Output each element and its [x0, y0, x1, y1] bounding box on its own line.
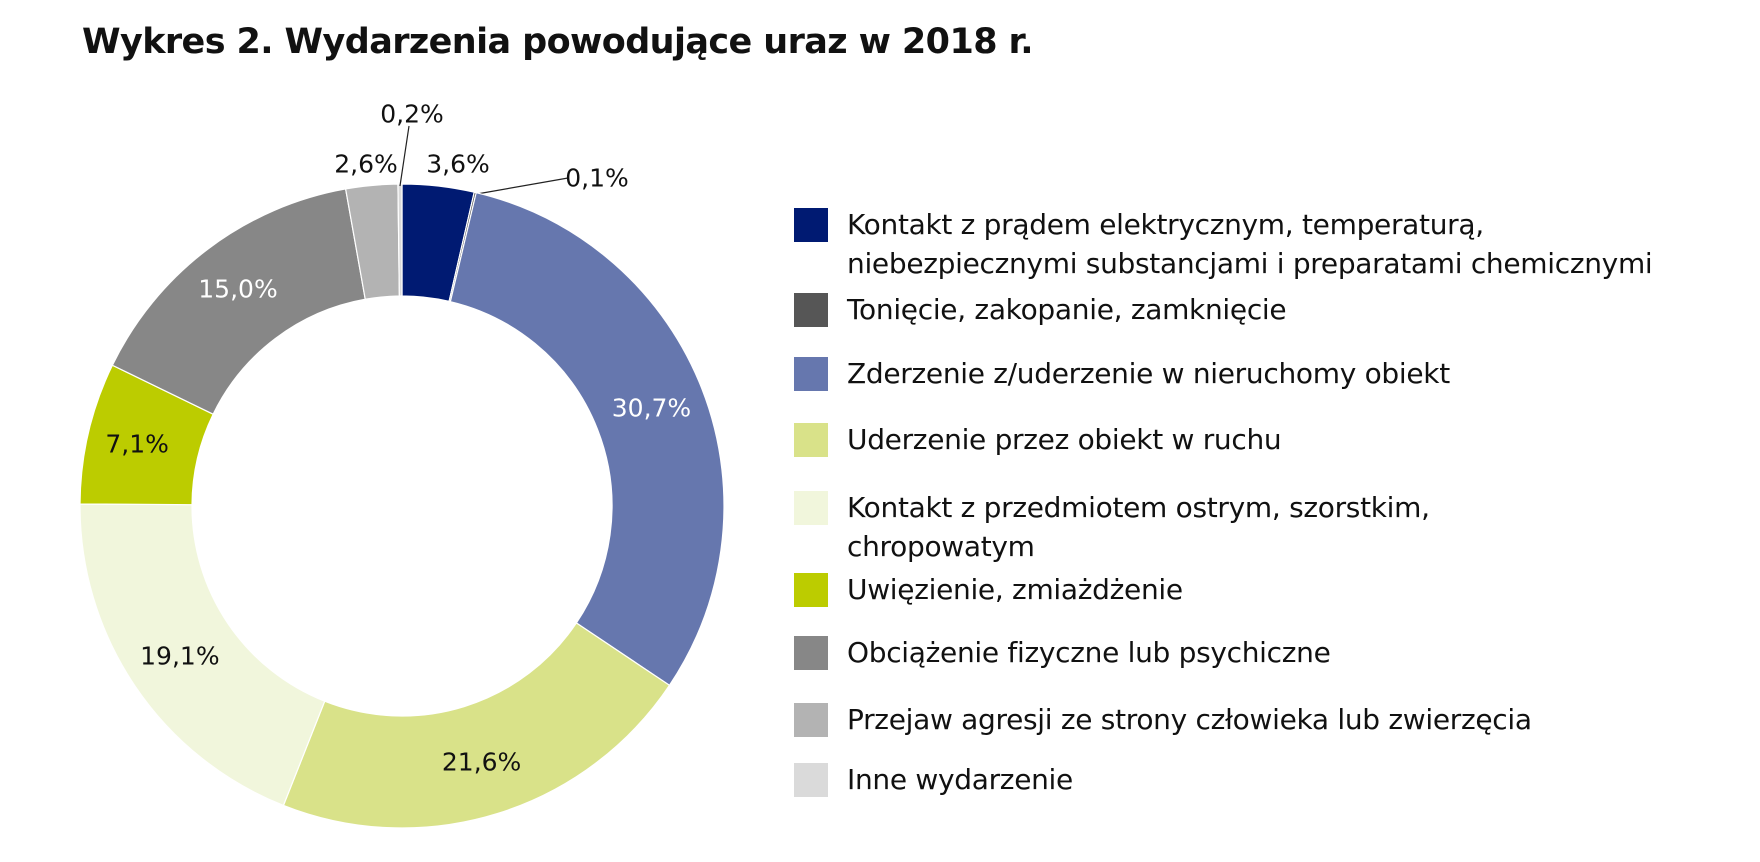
legend-label: Kontakt z przedmiotem ostrym, szorstkim,…	[847, 491, 1430, 563]
legend-swatch	[794, 208, 828, 242]
legend: Kontakt z prądem elektrycznym, temperatu…	[794, 0, 1744, 862]
legend-item-2: Tonięcie, zakopanie, zamknięcie	[794, 292, 1287, 329]
legend-item-8: Przejaw agresji ze strony człowieka lub …	[794, 702, 1532, 739]
legend-item-3: Zderzenie z/uderzenie w nieruchomy obiek…	[794, 356, 1450, 393]
chart-title: Wykres 2. Wydarzenia powodujące uraz w 2…	[82, 22, 1034, 62]
donut-chart: 3,6% 0,1% 30,7% 21,6% 19,1% 7,1% 15,0% 2,6% 0,2%	[79, 100, 725, 829]
donut-slice-5	[79, 503, 326, 807]
legend-label: Uderzenie przez obiekt w ruchu	[847, 423, 1282, 456]
slice-label-6: 7,1%	[105, 430, 169, 459]
legend-swatch	[794, 357, 828, 391]
slice-label-9: 0,2%	[380, 100, 444, 129]
leader-line-2	[474, 177, 569, 195]
legend-label: Przejaw agresji ze strony człowieka lub …	[847, 703, 1532, 736]
slice-label-7: 15,0%	[198, 274, 277, 303]
legend-swatch	[794, 703, 828, 737]
legend-item-6: Uwięzienie, zmiażdżenie	[794, 572, 1183, 609]
legend-item-5: Kontakt z przedmiotem ostrym, szorstkim,…	[794, 490, 1430, 566]
slice-label-3: 30,7%	[612, 394, 691, 423]
legend-label: Tonięcie, zakopanie, zamknięcie	[847, 293, 1287, 326]
slice-label-2: 0,1%	[565, 164, 629, 193]
slice-label-5: 19,1%	[140, 641, 219, 670]
legend-item-4: Uderzenie przez obiekt w ruchu	[794, 422, 1282, 459]
legend-swatch	[794, 763, 828, 797]
slice-label-4: 21,6%	[442, 747, 521, 776]
legend-swatch	[794, 423, 828, 457]
legend-label: Uwięzienie, zmiażdżenie	[847, 573, 1183, 606]
legend-item-1: Kontakt z prądem elektrycznym, temperatu…	[794, 207, 1653, 283]
legend-swatch	[794, 293, 828, 327]
legend-item-7: Obciążenie fizyczne lub psychiczne	[794, 635, 1331, 672]
slice-label-1: 3,6%	[426, 150, 490, 179]
legend-label: Obciążenie fizyczne lub psychiczne	[847, 636, 1331, 669]
legend-label: Kontakt z prądem elektrycznym, temperatu…	[847, 208, 1653, 280]
legend-swatch	[794, 491, 828, 525]
donut-slice-3	[449, 191, 725, 687]
legend-swatch	[794, 573, 828, 607]
leader-line-9	[399, 125, 410, 187]
slice-label-8: 2,6%	[334, 150, 398, 179]
legend-item-9: Inne wydarzenie	[794, 762, 1073, 799]
legend-swatch	[794, 636, 828, 670]
legend-label: Inne wydarzenie	[847, 763, 1073, 796]
donut-slice-4	[282, 622, 671, 829]
donut-slice-9	[397, 183, 403, 297]
legend-label: Zderzenie z/uderzenie w nieruchomy obiek…	[847, 357, 1450, 390]
